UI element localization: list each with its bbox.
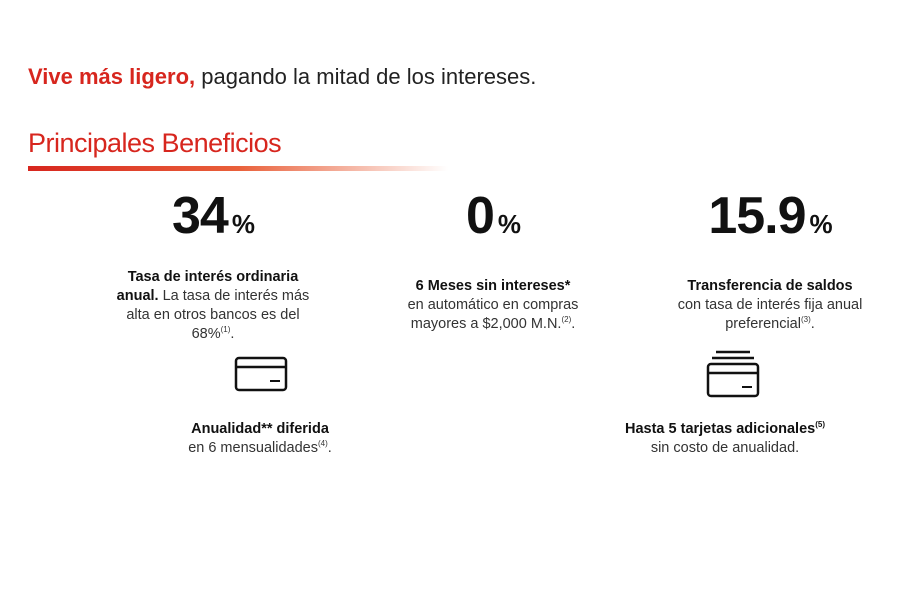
stat-end: . <box>571 316 576 332</box>
feature-text: en 6 mensualidades <box>188 440 318 456</box>
title-underline <box>28 166 448 171</box>
stat-end: . <box>810 316 815 332</box>
section-title: Principales Beneficios <box>28 128 282 158</box>
stat-text: en automático en compras mayores a $2,00… <box>407 297 579 332</box>
spacer <box>383 268 603 277</box>
footnote: (5) <box>815 420 825 429</box>
cards-icon <box>706 350 760 398</box>
stat-number: 0% <box>383 188 603 252</box>
headline-highlight: Vive más ligero, <box>28 64 196 89</box>
footnote: (1) <box>220 325 231 334</box>
stat-value: 15.9 <box>708 187 806 245</box>
stat-unit: % <box>231 209 255 239</box>
feature: Anualidad** diferida en 6 mensualidades(4… <box>150 420 370 458</box>
stat-end: . <box>230 326 235 342</box>
stat-bold: Transferencia de saldos <box>687 278 853 294</box>
stat-bold: Tasa de interés ordinaria anual. <box>116 269 299 304</box>
footnote: (2) <box>561 315 572 324</box>
stat-value: 0 <box>465 187 495 245</box>
feature-text: sin costo de anualidad. <box>650 440 800 456</box>
stat-number: 15.9% <box>655 188 885 252</box>
stat: 15.9% Transferencia de saldos con tasa de… <box>655 188 885 334</box>
stat-bold: 6 Meses sin intereses* <box>415 278 571 294</box>
feature-end: . <box>327 440 332 456</box>
feature-bold-line: Hasta 5 tarjetas adicionales(5) <box>595 420 855 439</box>
stat-text: La tasa de interés más alta en otros ban… <box>126 288 310 342</box>
stat-unit: % <box>809 209 833 239</box>
footnote: (4) <box>317 439 328 448</box>
stat-value: 34 <box>172 187 229 245</box>
feature-bold: Hasta 5 tarjetas adicionales <box>625 421 816 437</box>
feature-bold: Anualidad** diferida <box>191 421 329 437</box>
headline: Vive más ligero, pagando la mitad de los… <box>28 64 536 90</box>
stat-text: con tasa de interés fija anual preferenc… <box>677 297 863 332</box>
stat: 0% 6 Meses sin intereses* en automático e… <box>383 188 603 334</box>
spacer <box>655 268 885 277</box>
stat-unit: % <box>497 209 521 239</box>
stat-number: 34% <box>113 188 313 252</box>
footnote: (3) <box>800 315 811 324</box>
headline-text: pagando la mitad de los intereses. <box>201 64 537 89</box>
card-outline <box>706 362 760 398</box>
card-icon <box>234 356 288 392</box>
feature: Hasta 5 tarjetas adicionales(5) sin costo… <box>595 420 855 458</box>
card-outline <box>234 356 288 392</box>
stat: 34% Tasa de interés ordinaria anual. La … <box>113 188 313 344</box>
